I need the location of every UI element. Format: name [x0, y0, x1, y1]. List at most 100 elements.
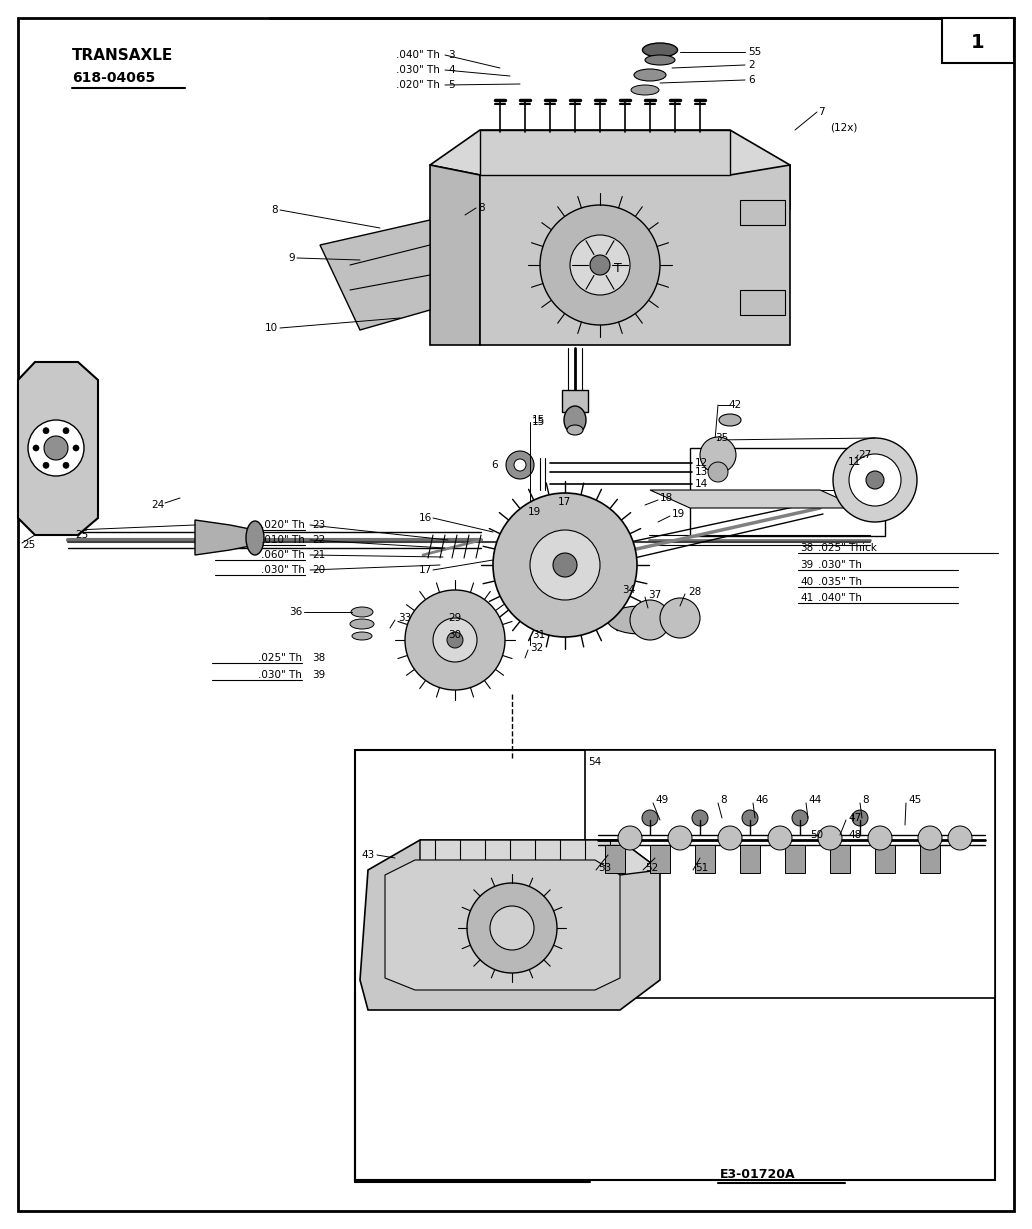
Text: 9: 9: [288, 253, 295, 263]
Text: 6: 6: [748, 75, 754, 85]
Circle shape: [692, 810, 708, 826]
Text: 46: 46: [755, 795, 768, 805]
Text: 48: 48: [848, 830, 862, 839]
Text: 29: 29: [448, 613, 461, 623]
Bar: [690, 449, 885, 536]
Text: 43: 43: [362, 850, 375, 860]
Ellipse shape: [634, 69, 666, 81]
Circle shape: [73, 445, 79, 451]
Text: 38: 38: [800, 543, 813, 553]
Text: 15: 15: [533, 417, 545, 426]
Polygon shape: [18, 363, 98, 535]
Text: 19: 19: [672, 509, 685, 519]
Circle shape: [792, 810, 808, 826]
Circle shape: [700, 438, 736, 473]
Polygon shape: [430, 130, 791, 210]
Ellipse shape: [719, 414, 741, 426]
Text: 45: 45: [908, 795, 922, 805]
Circle shape: [708, 462, 728, 482]
Circle shape: [506, 451, 534, 479]
Text: 17: 17: [558, 497, 572, 508]
Bar: [355, 750, 995, 1180]
Circle shape: [493, 493, 637, 637]
Circle shape: [44, 436, 68, 460]
Circle shape: [28, 420, 84, 476]
Circle shape: [43, 428, 49, 434]
Circle shape: [530, 530, 600, 600]
Ellipse shape: [643, 43, 677, 57]
Text: 7: 7: [818, 107, 825, 117]
Text: 618-04065: 618-04065: [72, 71, 155, 85]
Text: 31: 31: [533, 630, 545, 640]
Circle shape: [447, 632, 463, 648]
Text: 16: 16: [419, 512, 432, 524]
Polygon shape: [430, 165, 480, 345]
Circle shape: [833, 438, 917, 522]
Polygon shape: [320, 220, 430, 331]
Text: .030" Th: .030" Th: [818, 560, 862, 570]
Text: .030" Th: .030" Th: [396, 65, 440, 75]
Text: 25: 25: [75, 530, 89, 540]
Circle shape: [490, 906, 534, 950]
Bar: [830, 846, 850, 873]
Text: E3-01720A: E3-01720A: [720, 1169, 796, 1181]
Bar: [740, 200, 785, 225]
Text: .025" Th: .025" Th: [258, 653, 302, 662]
Circle shape: [742, 810, 757, 826]
Bar: [740, 846, 760, 873]
Ellipse shape: [567, 425, 583, 435]
Circle shape: [818, 826, 842, 850]
Text: 39: 39: [800, 560, 813, 570]
Text: .060" Th: .060" Th: [261, 551, 305, 560]
Text: T: T: [614, 262, 622, 274]
Text: 49: 49: [655, 795, 669, 805]
Text: .030" Th: .030" Th: [258, 670, 302, 680]
Text: .020" Th: .020" Th: [396, 80, 440, 90]
Text: 55: 55: [748, 47, 762, 57]
Text: 54: 54: [588, 757, 602, 767]
Text: 6: 6: [491, 460, 498, 469]
Text: 19: 19: [528, 508, 541, 517]
Bar: [942, 18, 1014, 63]
Polygon shape: [385, 860, 620, 991]
Circle shape: [642, 810, 658, 826]
Polygon shape: [480, 165, 791, 345]
Text: 25: 25: [22, 540, 35, 551]
Text: 18: 18: [660, 493, 673, 503]
Ellipse shape: [350, 619, 374, 629]
Text: 50: 50: [810, 830, 824, 839]
Text: 38: 38: [312, 653, 325, 662]
Circle shape: [570, 235, 630, 295]
Polygon shape: [420, 839, 660, 875]
Circle shape: [514, 458, 526, 471]
Polygon shape: [195, 520, 255, 556]
Text: .035" Th: .035" Th: [818, 576, 862, 587]
Circle shape: [43, 462, 49, 468]
Text: .040" Th: .040" Th: [396, 50, 440, 60]
Text: 27: 27: [858, 450, 871, 460]
Text: 34: 34: [622, 585, 636, 595]
Circle shape: [33, 445, 39, 451]
Text: 20: 20: [312, 565, 325, 575]
Circle shape: [630, 600, 670, 640]
Bar: [695, 846, 715, 873]
Text: 40: 40: [800, 576, 813, 587]
Text: 47: 47: [848, 814, 862, 823]
Text: 4: 4: [448, 65, 455, 75]
Circle shape: [866, 471, 884, 489]
Text: 44: 44: [808, 795, 821, 805]
Circle shape: [849, 454, 901, 506]
Circle shape: [467, 882, 557, 973]
Text: 10: 10: [265, 323, 278, 333]
Circle shape: [433, 618, 477, 662]
Circle shape: [553, 553, 577, 576]
Bar: [785, 846, 805, 873]
Text: 28: 28: [688, 587, 702, 597]
Circle shape: [948, 826, 972, 850]
Text: 42: 42: [728, 399, 741, 410]
Ellipse shape: [565, 406, 586, 434]
Text: 13: 13: [695, 467, 708, 477]
Ellipse shape: [645, 55, 675, 65]
Circle shape: [660, 599, 700, 638]
Text: 30: 30: [448, 630, 461, 640]
